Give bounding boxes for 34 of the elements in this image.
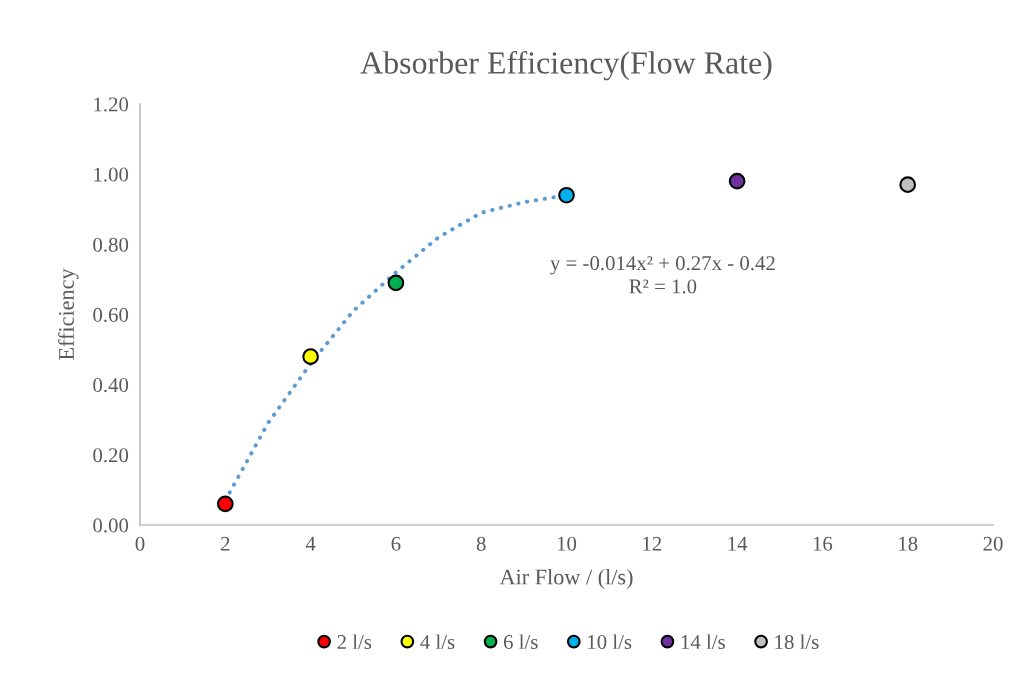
x-tick-label: 18: [899, 536, 918, 551]
point: [558, 186, 575, 204]
point: [387, 274, 405, 292]
x-tick-label: 8: [476, 536, 486, 551]
point: [899, 176, 917, 194]
legend-label: 14 l/s: [681, 634, 725, 650]
x-tick-label: 6: [391, 536, 401, 551]
point: [728, 172, 746, 190]
x-tick-label: 20: [983, 536, 1003, 551]
y-tick-label: 0.60: [93, 307, 129, 323]
legend-label: 2 l/s: [337, 634, 372, 650]
y-tick-label: 1.00: [94, 167, 129, 182]
x-tick-label: 14: [728, 536, 748, 551]
point: [216, 495, 234, 513]
x-tick-label: 0: [135, 536, 145, 551]
y-axis-title: Efficiency: [58, 268, 79, 360]
x-tick-label: 10: [557, 536, 577, 551]
x-axis-title: Air Flow / (l/s): [499, 568, 633, 590]
y-tick-label: 0.40: [93, 378, 129, 393]
legend-label: 10 l/s: [588, 634, 632, 650]
x-tick-label: 4: [305, 536, 316, 551]
x-tick-label: 16: [813, 536, 833, 551]
annotation: y = -0.014x² + 0.27x - 0.42 R² = 1.0: [550, 256, 775, 294]
y-tick-label: 1.20: [94, 97, 129, 112]
x-tick-label: 2: [221, 536, 230, 551]
point: [302, 348, 319, 365]
y-tick-label: 0.80: [93, 237, 129, 252]
legend-label: 4 l/s: [420, 634, 455, 650]
legend-label: 18 l/s: [775, 634, 819, 650]
legend-label: 6 l/s: [503, 634, 538, 650]
x-tick-label: 12: [643, 536, 662, 551]
y-tick-label: 0.20: [93, 448, 129, 463]
y-tick-label: 0.00: [93, 518, 129, 533]
chart-title: Absorber Efficiency(Flow Rate): [360, 50, 772, 81]
